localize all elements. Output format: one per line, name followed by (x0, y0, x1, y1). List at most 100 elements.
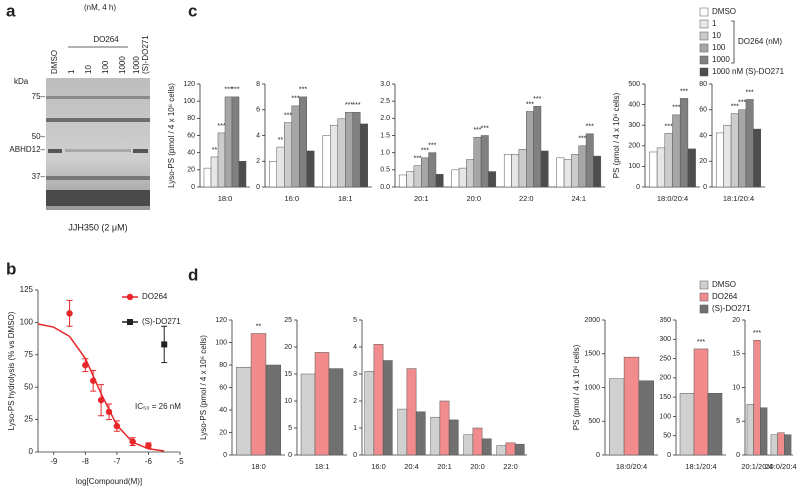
x-tick-label: 18:1/20:4 (685, 462, 716, 471)
bar (593, 155, 602, 188)
y-tick-label: 2000 (584, 317, 600, 324)
y-tick-label: 40 (699, 132, 707, 139)
band (46, 190, 150, 206)
x-tick-label: -9 (50, 457, 58, 466)
y-tick-label: 60 (187, 132, 195, 139)
annotation: IC₅₀ = 26 nM (135, 402, 181, 411)
significance: *** (413, 156, 421, 163)
significance: *** (352, 102, 360, 109)
significance: *** (586, 124, 594, 131)
significance: *** (224, 87, 232, 94)
bar (345, 112, 353, 188)
lane-label: 1000 (132, 56, 141, 74)
bar (448, 419, 459, 456)
bar (496, 445, 507, 456)
bar (428, 152, 437, 188)
x-tick-label: 18:0 (251, 462, 266, 471)
bar (413, 165, 422, 188)
bar (540, 150, 549, 188)
bar (314, 352, 330, 456)
y-tick-label: 40 (219, 407, 227, 414)
bar (430, 416, 441, 456)
bar (439, 400, 450, 456)
bar (687, 148, 696, 188)
x-tick-label: 18:0 (218, 194, 233, 203)
y-tick-label: 100 (215, 339, 227, 346)
significance: *** (680, 88, 688, 95)
point (145, 442, 152, 449)
y-tick-label: 50 (24, 382, 33, 391)
bar (745, 99, 754, 188)
gel-group: DO264 (93, 35, 119, 44)
bar (707, 393, 723, 456)
x-tick-label: 20:4 (404, 462, 419, 471)
significance: *** (231, 87, 239, 94)
significance: *** (217, 123, 225, 130)
significance: ** (212, 147, 218, 154)
marker-label: 75– (32, 92, 46, 101)
x-tick-label: 20:0 (470, 462, 485, 471)
bar (458, 167, 467, 188)
bar (481, 438, 492, 456)
bar (753, 128, 762, 188)
panel-label: a (6, 1, 16, 20)
y-tick-label: 15 (284, 371, 292, 378)
y-tick-label: 5 (736, 418, 740, 425)
y-tick-label: 20 (187, 167, 195, 174)
bar (337, 118, 346, 188)
y-tick-label: 4 (353, 344, 357, 351)
significance: *** (738, 100, 746, 107)
bar (217, 132, 226, 188)
bar (533, 106, 542, 188)
gel-condition: (nM, 4 h) (84, 3, 116, 12)
significance: *** (473, 127, 481, 134)
y-tick-label: 1000 (584, 384, 600, 391)
y-axis-label: PS (pmol / 4 x 10⁶ cells) (572, 344, 581, 430)
legend-label: 10 (712, 31, 721, 40)
legend-label: 1000 nM (S)-DO271 (712, 67, 785, 76)
bar (511, 154, 520, 188)
bar (679, 98, 689, 188)
y-tick-label: 125 (20, 285, 34, 294)
bar (235, 367, 252, 456)
x-axis-label: log[Compound(M)] (76, 477, 142, 486)
y-tick-label: 25 (284, 317, 292, 324)
x-tick-label: -7 (113, 457, 121, 466)
y-tick-label: 0 (256, 184, 260, 191)
bar (265, 364, 282, 456)
gel-panel: (nM, 4 h) DO264 DMSO 1 10 100 1000 1000 … (9, 3, 150, 232)
x-tick-label: 16:0 (284, 194, 299, 203)
bar (421, 157, 429, 188)
y-tick-label: 100 (20, 318, 34, 327)
y-tick-label: 2 (256, 158, 260, 165)
panel-label: c (188, 1, 197, 20)
legend-label: 100 (712, 43, 726, 52)
x-tick-label: 20:0/20:4 (765, 462, 796, 471)
y-tick-label: 300 (628, 122, 640, 129)
band (133, 149, 148, 153)
bar (693, 348, 709, 456)
bar (730, 113, 739, 188)
y-tick-label: 1.5 (380, 132, 390, 139)
y-tick-label: 50 (663, 433, 671, 440)
y-tick-label: 60 (699, 107, 707, 114)
significance: *** (299, 87, 307, 94)
bar (518, 148, 527, 188)
y-tick-label: 120 (183, 81, 195, 88)
y-tick-label: 4 (256, 132, 260, 139)
legend-label: DMSO (712, 7, 736, 16)
y-axis-label: Lyso-PS (pmol / 4 x 10⁶ cells) (199, 335, 208, 440)
legend-label: DO264 (712, 292, 738, 301)
y-tick-label: 1.0 (380, 150, 390, 157)
bar (679, 393, 695, 456)
y-tick-label: 8 (256, 81, 260, 88)
y-tick-label: 3 (353, 371, 357, 378)
x-tick-label: 20:1 (414, 194, 429, 203)
y-tick-label: 100 (628, 163, 640, 170)
bar (210, 156, 219, 188)
legend-swatch (699, 19, 709, 29)
y-tick-label: 2.5 (380, 98, 390, 105)
x-tick-label: 20:1 (437, 462, 452, 471)
x-tick-label: 22:0 (519, 194, 534, 203)
bar (298, 96, 307, 188)
